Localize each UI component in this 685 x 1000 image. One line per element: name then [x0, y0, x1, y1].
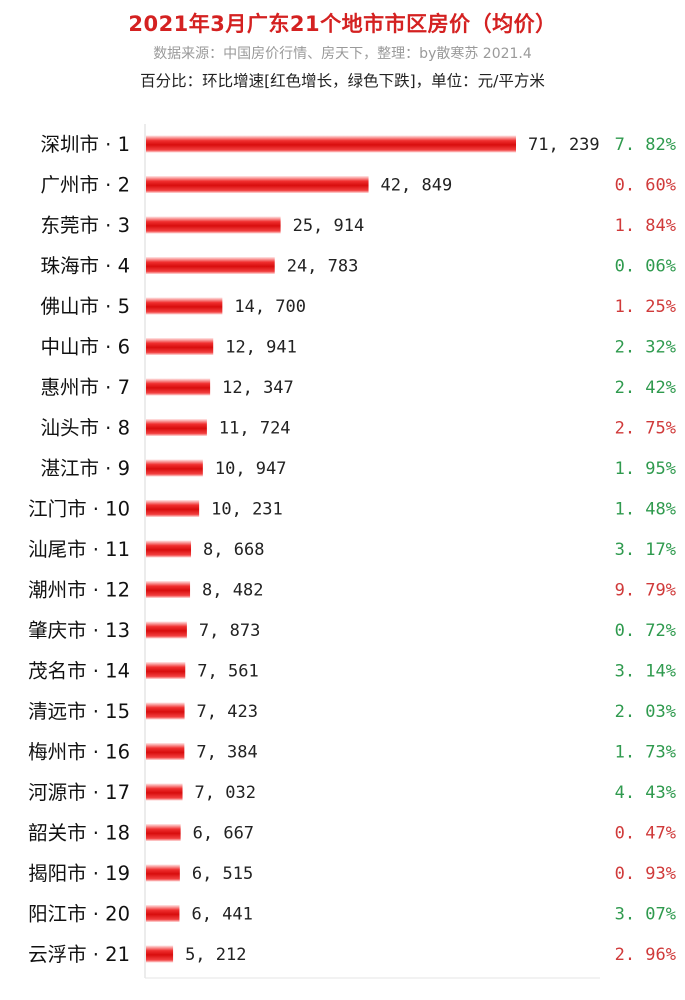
value-label: 8, 668 — [203, 540, 264, 560]
change-label: 1. 25% — [615, 297, 676, 317]
bar — [146, 621, 187, 639]
change-label: 2. 96% — [615, 945, 676, 965]
category-label: 阳江市 · 20 — [28, 903, 130, 926]
value-label: 12, 941 — [225, 338, 297, 358]
value-label: 11, 724 — [219, 419, 291, 439]
change-label: 2. 42% — [615, 378, 676, 398]
value-label: 8, 482 — [202, 581, 263, 601]
bar — [146, 500, 200, 517]
change-label: 0. 06% — [615, 257, 676, 277]
bar — [146, 338, 214, 355]
category-label: 茂名市 · 14 — [28, 660, 130, 683]
change-label: 1. 48% — [615, 500, 676, 520]
change-label: 2. 32% — [615, 338, 676, 358]
bar — [146, 824, 181, 841]
chart-note: 百分比：环比增速[红色增长，绿色下跌]，单位：元/平方米 — [140, 72, 545, 90]
bar — [146, 581, 191, 598]
category-label: 河源市 · 17 — [28, 781, 130, 804]
value-label: 5, 212 — [185, 945, 246, 965]
bar — [146, 783, 183, 801]
bar — [146, 419, 207, 436]
bar — [146, 216, 281, 234]
bar — [146, 176, 369, 193]
value-label: 6, 515 — [192, 864, 253, 884]
category-label: 中山市 · 6 — [40, 336, 130, 359]
category-label: 珠海市 · 4 — [40, 255, 130, 278]
bar — [146, 743, 185, 760]
value-label: 12, 347 — [222, 378, 294, 398]
change-label: 0. 47% — [615, 824, 676, 844]
bar — [146, 945, 174, 963]
value-label: 25, 914 — [293, 216, 365, 236]
category-label: 韶关市 · 18 — [28, 822, 130, 845]
change-label: 2. 75% — [615, 419, 676, 439]
value-label: 6, 667 — [193, 824, 254, 844]
category-label: 揭阳市 · 19 — [28, 862, 130, 885]
bar — [146, 297, 223, 315]
bar — [146, 135, 516, 153]
bar — [146, 662, 186, 679]
category-label: 肇庆市 · 13 — [28, 619, 130, 642]
value-label: 6, 441 — [191, 905, 252, 925]
value-label: 7, 384 — [196, 743, 257, 763]
value-label: 42, 849 — [381, 176, 453, 196]
category-label: 惠州市 · 7 — [40, 376, 130, 399]
bar — [146, 702, 185, 720]
category-label: 云浮市 · 21 — [28, 943, 130, 966]
change-label: 0. 93% — [615, 864, 676, 884]
value-label: 7, 561 — [197, 662, 258, 682]
bar — [146, 378, 211, 396]
category-label: 潮州市 · 12 — [28, 579, 130, 602]
category-label: 江门市 · 10 — [28, 498, 130, 521]
chart-title: 2021年3月广东21个地市市区房价（均价） — [128, 12, 557, 36]
bar — [146, 257, 275, 274]
chart-subtitle: 数据来源：中国房价行情、房天下，整理：by散寒苏 2021.4 — [153, 46, 532, 62]
category-label: 汕尾市 · 11 — [28, 538, 130, 561]
value-label: 10, 947 — [215, 459, 287, 479]
category-label: 湛江市 · 9 — [40, 457, 130, 480]
change-label: 4. 43% — [615, 783, 676, 803]
change-label: 1. 73% — [615, 743, 676, 763]
change-label: 1. 84% — [615, 216, 676, 236]
category-label: 梅州市 · 16 — [28, 741, 130, 764]
category-label: 东莞市 · 3 — [40, 214, 130, 237]
bar — [146, 459, 203, 477]
category-label: 清远市 · 15 — [28, 700, 130, 723]
value-label: 7, 032 — [195, 783, 256, 803]
change-label: 3. 14% — [615, 662, 676, 682]
value-label: 10, 231 — [211, 500, 283, 520]
change-label: 3. 17% — [615, 540, 676, 560]
category-label: 深圳市 · 1 — [40, 133, 130, 156]
bar — [146, 540, 192, 558]
bar — [146, 905, 180, 922]
change-label: 2. 03% — [615, 702, 676, 722]
value-label: 24, 783 — [287, 257, 359, 277]
value-label: 14, 700 — [234, 297, 306, 317]
category-label: 汕头市 · 8 — [40, 417, 130, 440]
value-label: 7, 423 — [197, 702, 258, 722]
change-label: 0. 72% — [615, 621, 676, 641]
value-label: 71, 239 — [528, 135, 600, 155]
change-label: 0. 60% — [615, 176, 676, 196]
change-label: 7. 82% — [615, 135, 676, 155]
change-label: 9. 79% — [615, 581, 676, 601]
bar — [146, 864, 180, 882]
category-label: 广州市 · 2 — [40, 174, 130, 197]
value-label: 7, 873 — [199, 621, 260, 641]
change-label: 1. 95% — [615, 459, 676, 479]
change-label: 3. 07% — [615, 905, 676, 925]
category-label: 佛山市 · 5 — [40, 295, 130, 318]
